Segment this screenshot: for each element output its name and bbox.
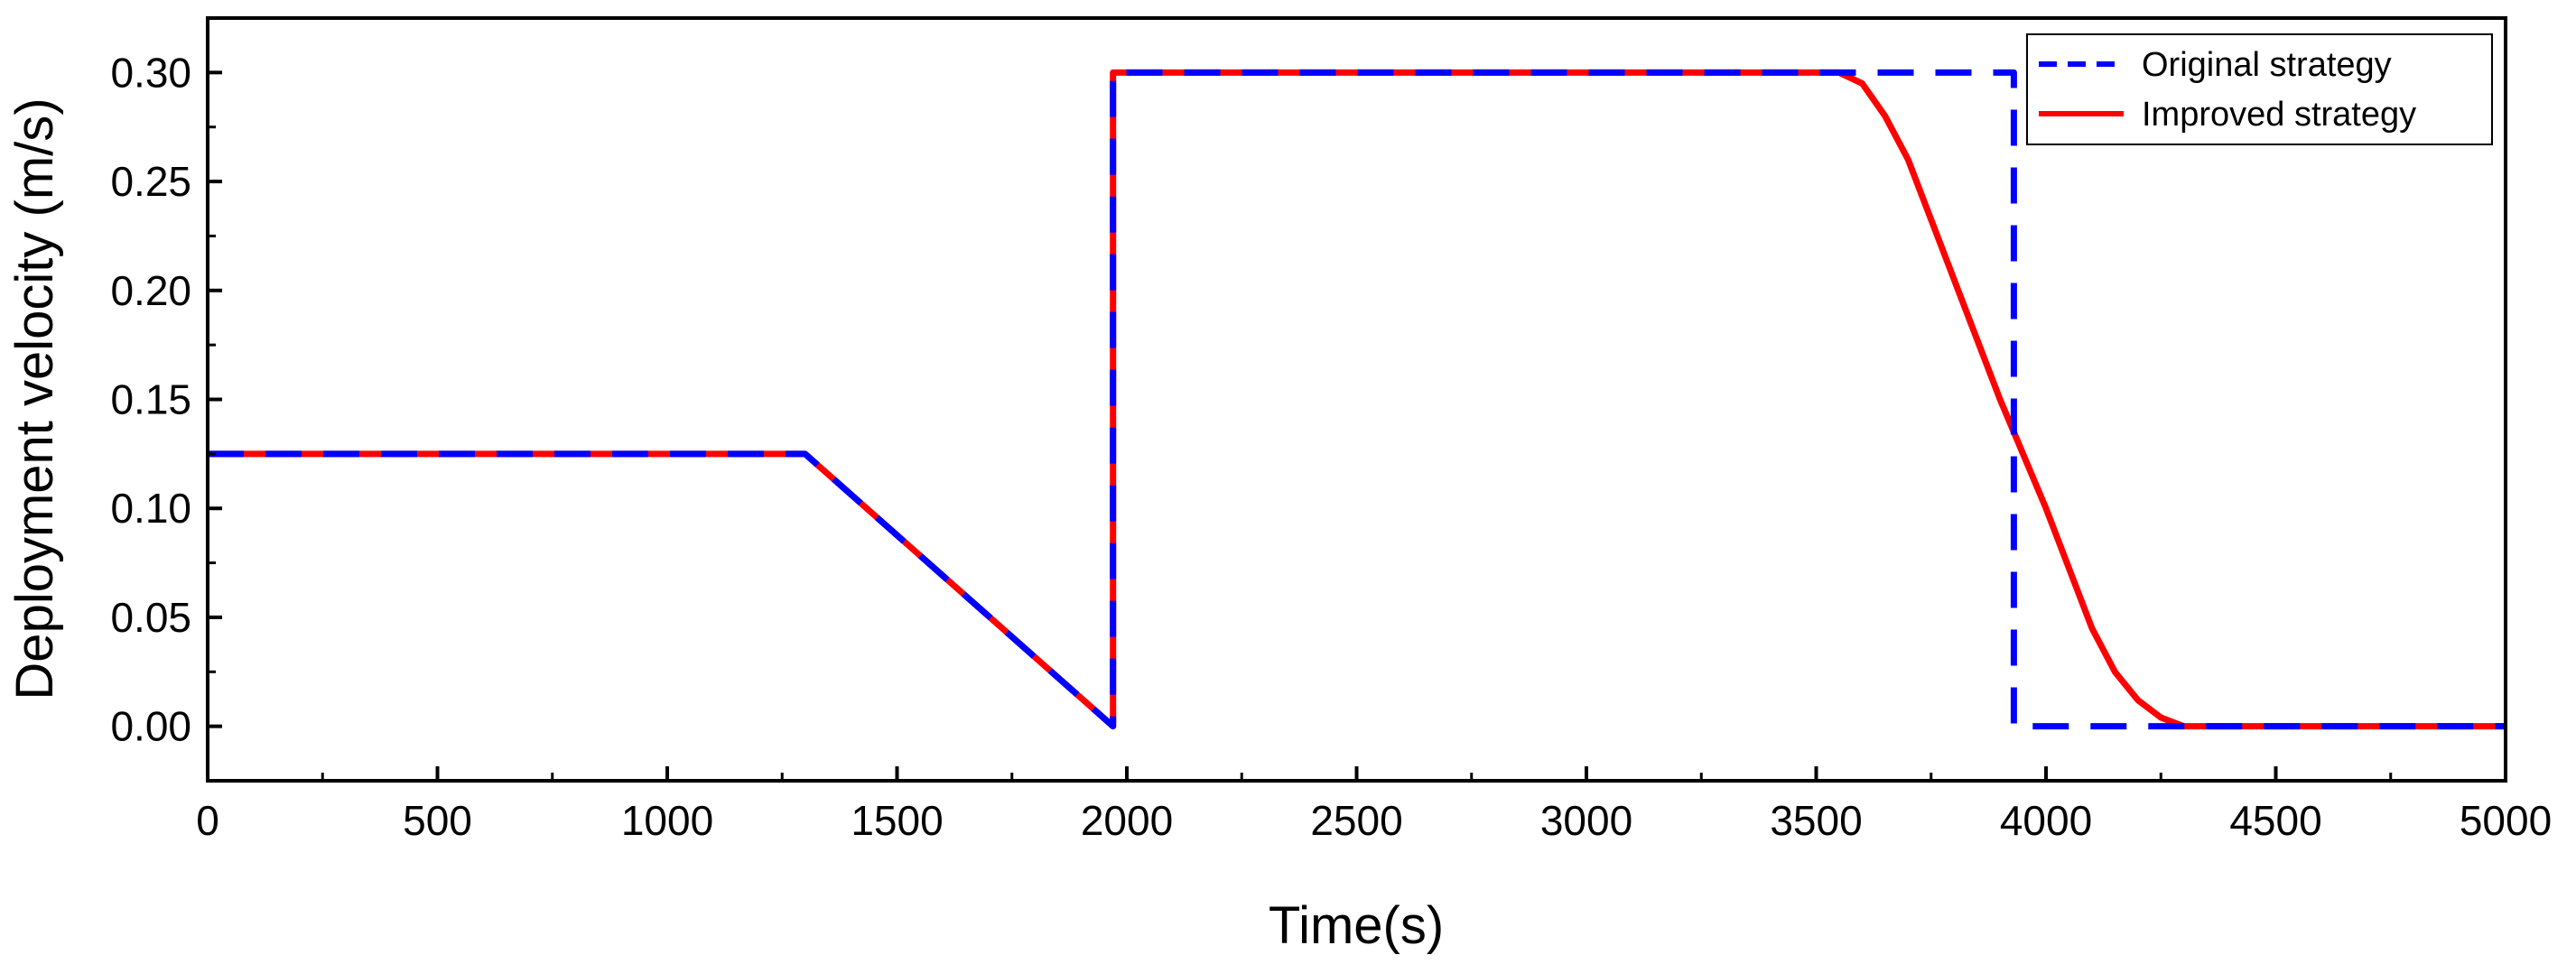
x-tick-label: 0 [196, 797, 219, 844]
x-tick-label: 2500 [1310, 797, 1402, 844]
y-axis-title: Deployment velocity (m/s) [5, 97, 64, 700]
x-tick-label: 4000 [2000, 797, 2092, 844]
x-tick-label: 2000 [1081, 797, 1173, 844]
y-tick-label: 0.05 [110, 594, 191, 641]
x-tick-label: 5000 [2460, 797, 2552, 844]
x-tick-label: 3000 [1540, 797, 1632, 844]
x-axis-title: Time(s) [1269, 896, 1444, 955]
series-line-improved-strategy [208, 69, 2506, 730]
x-tick-label: 500 [403, 797, 472, 844]
x-tick-label: 1500 [851, 797, 943, 844]
series-layer [208, 69, 2506, 730]
y-tick-label: 0.30 [110, 49, 191, 96]
tick-layer: 0 500 1000 1500 2000 2500 3000 3500 4000 4500 5000… [110, 16, 2552, 844]
x-tick-label: 1000 [621, 797, 713, 844]
legend-label-improved-strategy: Improved strategy [2142, 96, 2416, 134]
x-tick-label: 4500 [2229, 797, 2321, 844]
y-tick-label: 0.20 [110, 267, 191, 314]
series-line-original-strategy [208, 69, 2506, 730]
y-tick-label: 0.25 [110, 158, 191, 205]
y-tick-label: 0.15 [110, 376, 191, 423]
x-tick-label: 3500 [1770, 797, 1862, 844]
legend-label-original-strategy: Original strategy [2142, 46, 2392, 84]
legend: Original strategy Improved strategy [2026, 33, 2493, 145]
y-tick-label: 0.00 [110, 703, 191, 750]
y-tick-label: 0.10 [110, 485, 191, 532]
legend-box [2026, 33, 2493, 145]
